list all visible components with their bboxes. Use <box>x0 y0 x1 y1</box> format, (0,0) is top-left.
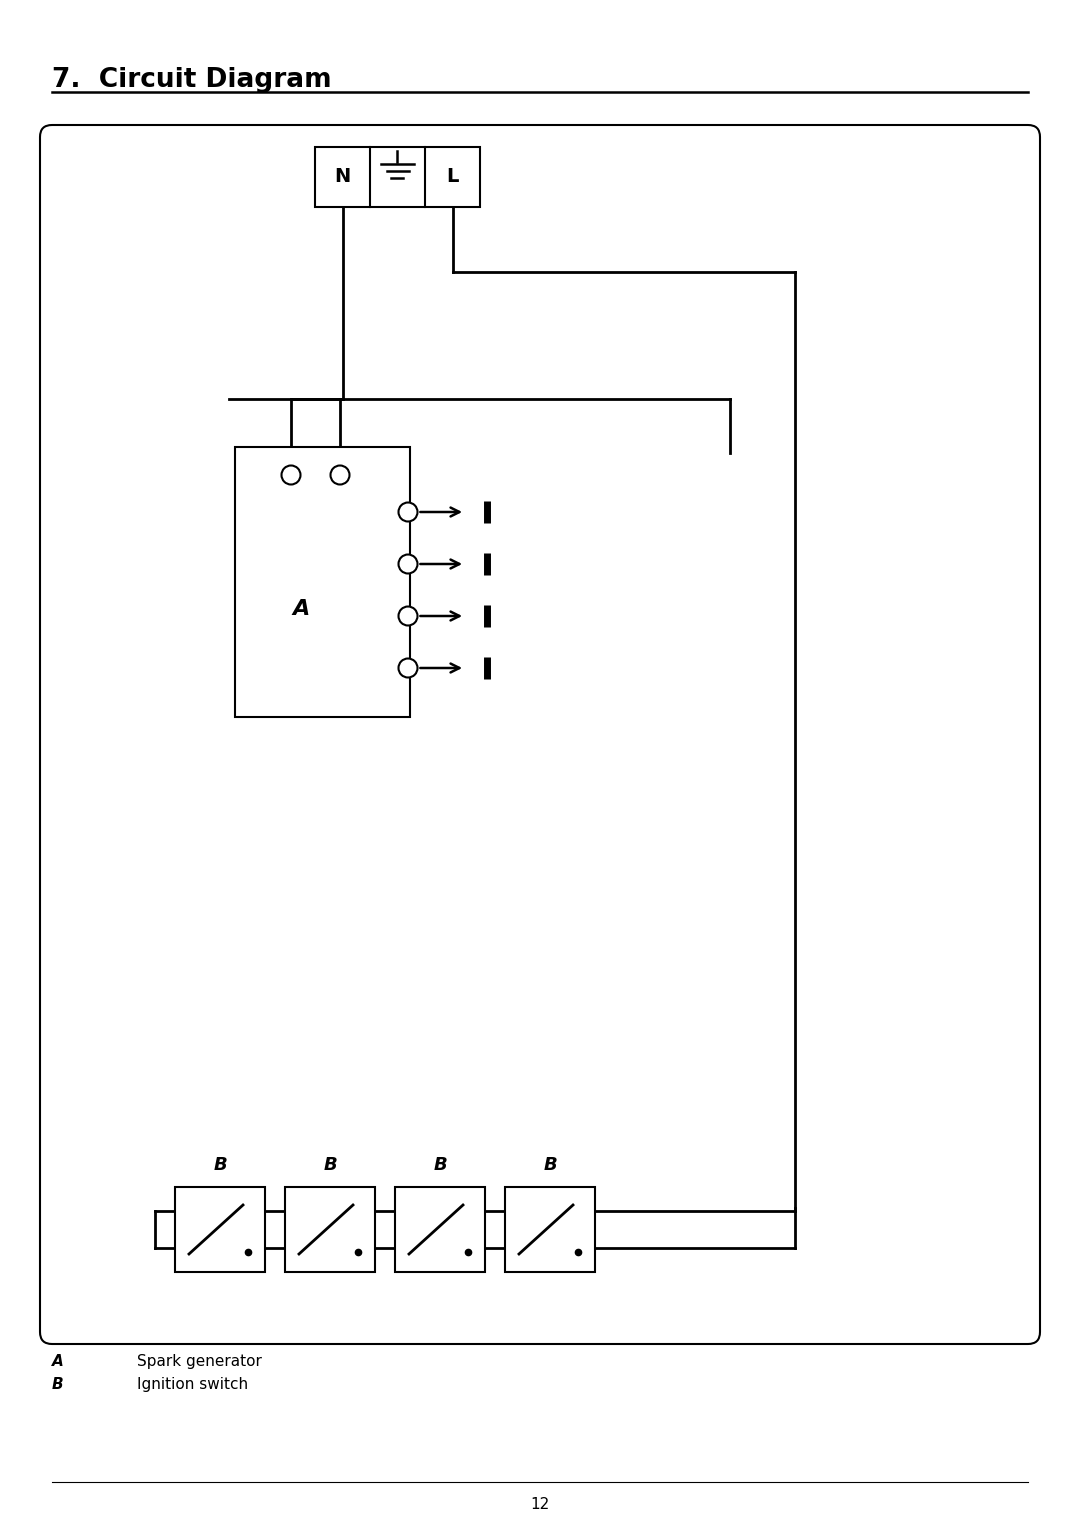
Text: 12: 12 <box>530 1496 550 1512</box>
Text: Spark generator: Spark generator <box>137 1354 261 1370</box>
Circle shape <box>399 502 418 522</box>
Text: B: B <box>543 1156 557 1174</box>
Text: B: B <box>52 1377 64 1393</box>
Bar <box>235 447 410 718</box>
Bar <box>285 1186 375 1272</box>
Text: B: B <box>323 1156 337 1174</box>
Bar <box>315 147 480 208</box>
Circle shape <box>399 658 418 678</box>
Text: 7.  Circuit Diagram: 7. Circuit Diagram <box>52 67 332 93</box>
Bar <box>505 1186 595 1272</box>
Text: Ignition switch: Ignition switch <box>137 1377 248 1393</box>
Text: A: A <box>293 599 310 618</box>
Circle shape <box>399 606 418 626</box>
Text: A: A <box>52 1354 64 1370</box>
Bar <box>175 1186 265 1272</box>
Circle shape <box>330 466 350 484</box>
Text: B: B <box>213 1156 227 1174</box>
Bar <box>395 1186 485 1272</box>
Circle shape <box>399 554 418 574</box>
FancyBboxPatch shape <box>40 125 1040 1344</box>
Text: N: N <box>335 168 351 186</box>
Text: L: L <box>446 168 459 186</box>
Text: B: B <box>433 1156 447 1174</box>
Circle shape <box>282 466 300 484</box>
